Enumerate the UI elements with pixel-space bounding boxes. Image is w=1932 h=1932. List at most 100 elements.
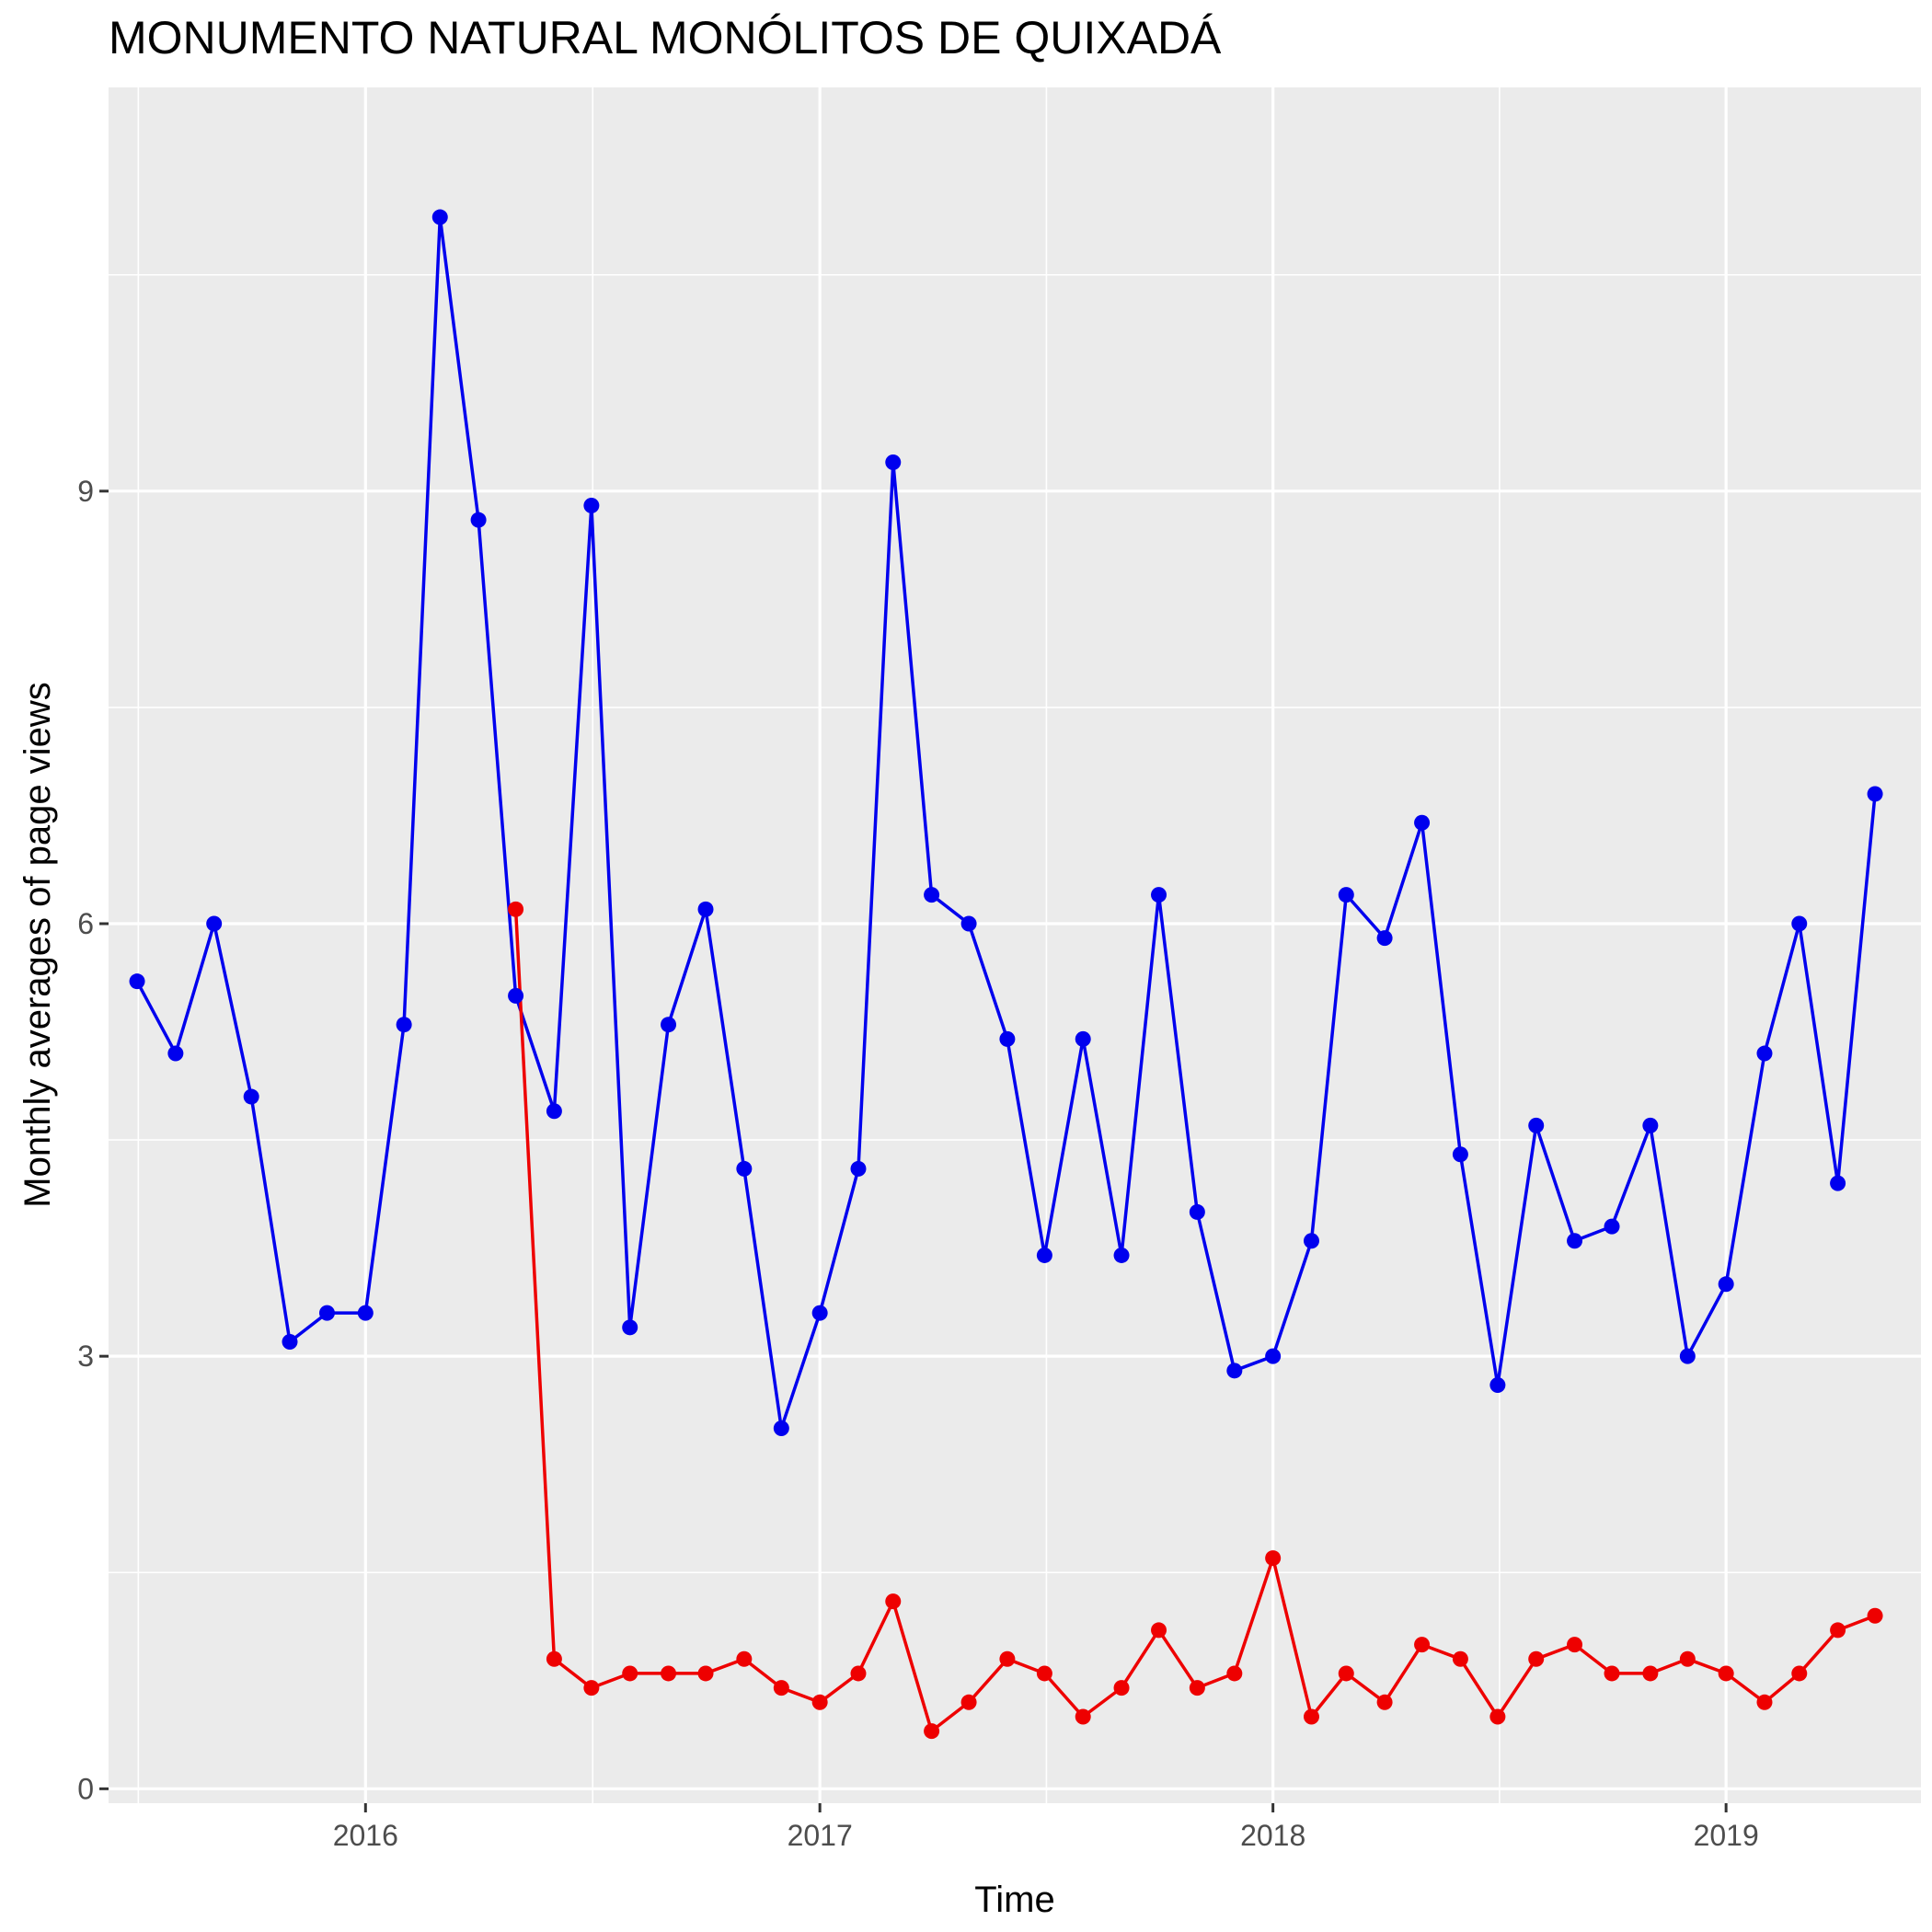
series-1-point xyxy=(736,1160,753,1177)
series-2-point xyxy=(1718,1665,1734,1682)
series-1-point xyxy=(811,1305,828,1321)
series-1-point xyxy=(697,901,714,917)
series-1-point xyxy=(396,1017,412,1033)
axis-layer: 2016 2017 2018 2019 0 3 6 9 xyxy=(77,475,1759,1852)
series-2-point xyxy=(1791,1665,1808,1682)
chart-title: MONUMENTO NATURAL MONÓLITOS DE QUIXADÁ xyxy=(109,12,1222,63)
series-2-point xyxy=(1036,1665,1052,1682)
series-1-point xyxy=(1567,1233,1583,1249)
series-2-point xyxy=(1265,1550,1282,1567)
y-tick-label: 6 xyxy=(77,907,94,940)
plot-panel xyxy=(109,87,1921,1803)
series-2-point xyxy=(661,1665,677,1682)
series-1-point xyxy=(885,454,902,470)
series-2-point xyxy=(773,1680,789,1696)
series-2-point xyxy=(850,1665,867,1682)
y-axis-title: Monthly averages of page views xyxy=(17,682,58,1207)
series-1-point xyxy=(431,209,448,225)
series-2-point xyxy=(1867,1607,1883,1624)
x-tick-label: 2016 xyxy=(333,1819,398,1852)
grid-minor xyxy=(109,87,1921,1803)
series-2-point xyxy=(811,1694,828,1710)
series-1-point xyxy=(622,1319,638,1336)
series-2-point xyxy=(1830,1622,1846,1639)
series-2-point xyxy=(1113,1680,1130,1696)
series-1-point xyxy=(1528,1117,1545,1133)
series-1-point xyxy=(661,1017,677,1033)
series-1-point xyxy=(1036,1247,1052,1263)
series-1-point xyxy=(999,1030,1016,1047)
series-2-point xyxy=(697,1665,714,1682)
series-2-point xyxy=(1338,1665,1354,1682)
series-1-point xyxy=(1414,814,1431,831)
series-1-point xyxy=(1303,1233,1319,1249)
series-1-point xyxy=(1604,1218,1620,1235)
series-1-point xyxy=(1867,786,1883,802)
series-2-point xyxy=(1376,1694,1393,1710)
series-1-point xyxy=(1226,1363,1243,1379)
series-2-point xyxy=(1528,1650,1545,1667)
series-2-point xyxy=(546,1650,562,1667)
y-tick-label: 3 xyxy=(77,1340,94,1373)
series-1-point xyxy=(1265,1348,1282,1364)
series-2-point xyxy=(1075,1708,1091,1725)
series-2-point xyxy=(1679,1650,1696,1667)
series-1-point xyxy=(546,1103,562,1120)
x-tick-label: 2018 xyxy=(1240,1819,1305,1852)
series-2-point xyxy=(1489,1708,1506,1725)
series-2-point xyxy=(924,1723,940,1740)
series-1-point xyxy=(960,915,977,932)
series-layer xyxy=(129,209,1883,1740)
series-2-point xyxy=(622,1665,638,1682)
series-1-point xyxy=(850,1160,867,1177)
series-1-point xyxy=(318,1305,335,1321)
series-1-point xyxy=(1075,1030,1091,1047)
series-1-point xyxy=(508,987,524,1004)
y-tick-label: 9 xyxy=(77,475,94,508)
series-2-point xyxy=(1151,1622,1167,1639)
x-tick-label: 2017 xyxy=(788,1819,853,1852)
series-2-point xyxy=(1414,1637,1431,1653)
series-1-point xyxy=(470,512,487,528)
series-2-point xyxy=(1226,1665,1243,1682)
series-2-point xyxy=(999,1650,1016,1667)
series-2-point xyxy=(1452,1650,1468,1667)
series-1-point xyxy=(1113,1247,1130,1263)
series-1-point xyxy=(583,497,600,513)
series-2-point xyxy=(1189,1680,1205,1696)
series-1-point xyxy=(1642,1117,1659,1133)
series-2-point xyxy=(1642,1665,1659,1682)
series-2-point xyxy=(1756,1694,1773,1710)
grid-major xyxy=(109,87,1921,1803)
series-2-point xyxy=(508,901,524,917)
series-1-point xyxy=(1376,930,1393,947)
series-1-point xyxy=(167,1045,184,1062)
series-1-point xyxy=(206,915,223,932)
series-1-point xyxy=(924,887,940,903)
series-2-point xyxy=(960,1694,977,1710)
series-1-point xyxy=(1452,1146,1468,1163)
x-axis-title: Time xyxy=(974,1880,1054,1920)
series-1-point xyxy=(1151,887,1167,903)
series-1-point xyxy=(1189,1203,1205,1220)
series-1-point xyxy=(773,1420,789,1437)
series-1-point xyxy=(1756,1045,1773,1062)
series-1-point xyxy=(1718,1276,1734,1293)
series-2-point xyxy=(583,1680,600,1696)
series-2-point xyxy=(736,1650,753,1667)
series-1-point xyxy=(1679,1348,1696,1364)
y-tick-label: 0 xyxy=(77,1772,94,1805)
series-1-point xyxy=(1338,887,1354,903)
series-1-point xyxy=(1791,915,1808,932)
series-1-point xyxy=(243,1088,259,1105)
series-2-point xyxy=(885,1593,902,1610)
series-1-point xyxy=(1489,1377,1506,1394)
series-1-point xyxy=(282,1333,298,1350)
x-tick-label: 2019 xyxy=(1694,1819,1759,1852)
series-2-point xyxy=(1604,1665,1620,1682)
series-2-point xyxy=(1303,1708,1319,1725)
series-1-point xyxy=(129,973,145,990)
series-1-point xyxy=(1830,1175,1846,1191)
